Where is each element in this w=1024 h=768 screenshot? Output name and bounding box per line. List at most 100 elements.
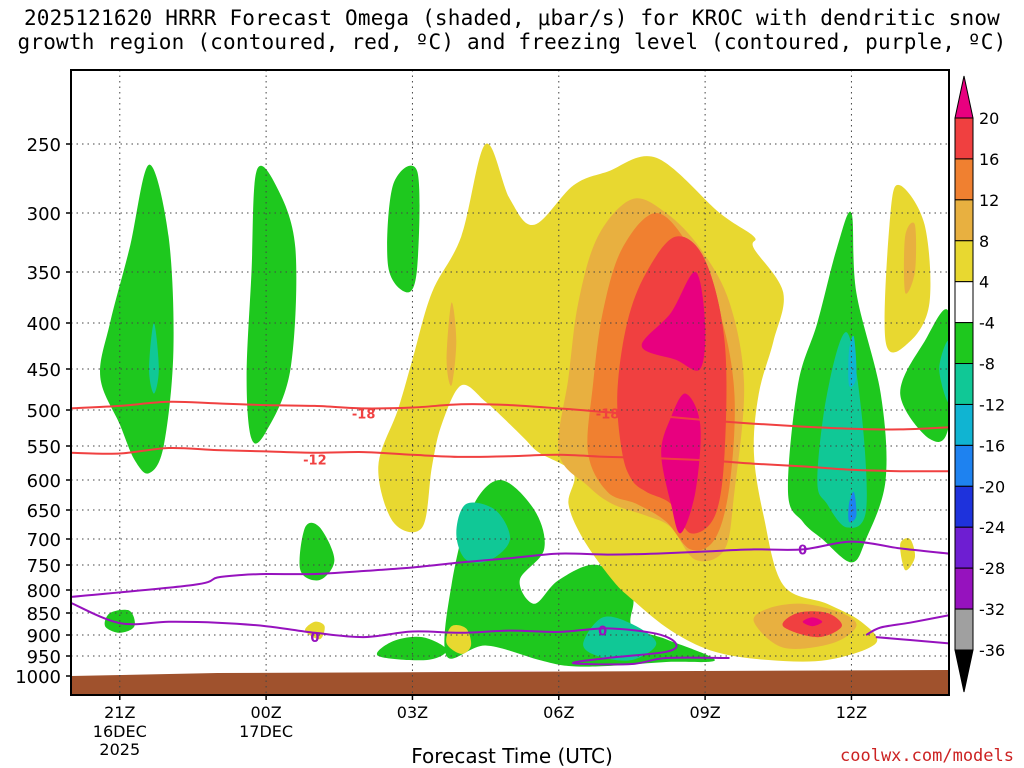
omega-green-region bbox=[376, 636, 447, 661]
colorbar-swatch bbox=[954, 485, 974, 528]
omega-yellow-region bbox=[900, 538, 916, 571]
colorbar-swatch bbox=[954, 199, 974, 242]
x-tick-label: 12Z bbox=[836, 703, 867, 722]
colorbar-label: 12 bbox=[979, 191, 999, 210]
colorbar-swatch bbox=[954, 608, 974, 651]
colorbar-label: -12 bbox=[979, 395, 1005, 414]
colorbar-label: 8 bbox=[979, 232, 989, 251]
freezing-level-lower-line bbox=[71, 601, 730, 666]
y-tick-label: 550 bbox=[27, 437, 61, 458]
y-tick-label: 300 bbox=[27, 204, 61, 225]
y-tick-label: 450 bbox=[27, 360, 61, 381]
colorbar-label: 16 bbox=[979, 150, 999, 169]
freezing-level-right-line bbox=[865, 614, 949, 636]
colorbar-label: -28 bbox=[979, 559, 1005, 578]
omega-magenta-region bbox=[641, 271, 706, 371]
colorbar-swatch bbox=[954, 158, 974, 201]
y-tick-label: 600 bbox=[27, 471, 61, 492]
colorbar-label: -32 bbox=[979, 600, 1005, 619]
credit-link[interactable]: coolwx.com/models bbox=[840, 746, 1014, 766]
freezing-level-right-low-line bbox=[875, 636, 949, 645]
colorbar-swatch bbox=[954, 117, 974, 160]
omega-green-region bbox=[387, 165, 420, 293]
omega-green-region bbox=[246, 165, 297, 444]
freezing-level-upper-line bbox=[71, 540, 949, 598]
x-tick-label: 21Z bbox=[104, 703, 135, 722]
omega-orange-region bbox=[446, 302, 457, 386]
chart-title-line1: 2025121620 HRRR Forecast Omega (shaded, … bbox=[23, 6, 1001, 30]
colorbar-label: -4 bbox=[979, 314, 995, 333]
colorbar-swatch bbox=[954, 444, 974, 487]
colorbar-top-arrow bbox=[954, 75, 974, 119]
grid-lines bbox=[71, 70, 949, 695]
y-tick-label: 850 bbox=[27, 604, 61, 625]
y-tick-label: 500 bbox=[27, 401, 61, 422]
colorbar-swatch bbox=[954, 403, 974, 446]
y-tick-label: 750 bbox=[27, 556, 61, 577]
colorbar-swatch bbox=[954, 526, 974, 569]
omega-green-region bbox=[444, 480, 715, 667]
chart-title-line2: growth region (contoured, red, ºC) and f… bbox=[17, 30, 1007, 54]
omega-teal-region bbox=[149, 323, 159, 394]
x-tick-year: 2025 bbox=[99, 740, 140, 759]
colorbar-swatch bbox=[954, 240, 974, 283]
x-tick-label: 09Z bbox=[689, 703, 720, 722]
omega-shading bbox=[100, 143, 949, 667]
colorbar-swatch bbox=[954, 567, 974, 610]
colorbar-swatch bbox=[954, 322, 974, 365]
omega-magenta-region bbox=[802, 617, 823, 627]
omega-teal-region bbox=[456, 502, 511, 563]
temperature-contours: -18 -18 -12 0 0 0 bbox=[71, 400, 949, 666]
colorbar-label: -20 bbox=[979, 477, 1005, 496]
colorbar-label: -36 bbox=[979, 641, 1005, 660]
x-tick-label: 06Z bbox=[543, 703, 574, 722]
omega-green-region bbox=[100, 164, 174, 474]
y-tick-label: 950 bbox=[27, 647, 61, 668]
omega-green-region bbox=[900, 309, 949, 443]
colorbar-label: -24 bbox=[979, 518, 1005, 537]
omega-green-region bbox=[299, 522, 335, 581]
colorbar-label: 20 bbox=[979, 109, 999, 128]
contour-label: -18 bbox=[596, 408, 620, 423]
y-tick-label: 800 bbox=[27, 581, 61, 602]
y-tick-label: 700 bbox=[27, 530, 61, 551]
x-tick-date: 17DEC bbox=[239, 722, 293, 741]
y-tick-label: 400 bbox=[27, 314, 61, 335]
omega-magenta-region bbox=[661, 393, 701, 534]
chart-title: 2025121620 HRRR Forecast Omega (shaded, … bbox=[0, 6, 1024, 54]
colorbar-label: -8 bbox=[979, 355, 995, 374]
omega-blue-region bbox=[848, 491, 857, 523]
y-tick-label: 250 bbox=[27, 135, 61, 156]
contour-label: 0 bbox=[310, 631, 319, 646]
x-tick-date: 16DEC bbox=[93, 722, 147, 741]
plot-frame bbox=[70, 69, 950, 696]
plot-border bbox=[70, 69, 950, 696]
terrain-ground bbox=[71, 670, 949, 695]
omega-orange-region bbox=[903, 222, 917, 294]
contour-label: -12 bbox=[303, 454, 327, 469]
contour-label: 0 bbox=[598, 625, 607, 640]
contour-label: 0 bbox=[798, 543, 807, 558]
colorbar-swatch bbox=[954, 363, 974, 405]
y-tick-label: 1000 bbox=[15, 667, 61, 688]
omega-blue-region bbox=[848, 335, 857, 388]
terrain-surface bbox=[71, 670, 949, 695]
colorbar-swatch bbox=[954, 281, 974, 324]
isotherm-minus12-line bbox=[71, 446, 949, 473]
contour-label: -18 bbox=[352, 408, 376, 423]
y-tick-label: 900 bbox=[27, 626, 61, 647]
colorbar-label: -16 bbox=[979, 436, 1005, 455]
x-tick-label: 00Z bbox=[250, 703, 281, 722]
y-axis: 2503003504004505005506006507007508008509… bbox=[15, 135, 71, 688]
colorbar-bottom-arrow bbox=[954, 649, 974, 693]
x-axis-title: Forecast Time (UTC) bbox=[411, 744, 613, 768]
colorbar-legend: 20 16 12 8 4 -4 -8 -12 -16 -20 -24 -28 -32 -36 bbox=[954, 75, 1005, 693]
x-tick-label: 03Z bbox=[397, 703, 428, 722]
isotherm-minus18-line bbox=[71, 400, 949, 431]
omega-teal-region bbox=[939, 340, 949, 403]
y-tick-label: 350 bbox=[27, 263, 61, 284]
colorbar-label: 4 bbox=[979, 273, 989, 292]
y-tick-label: 650 bbox=[27, 501, 61, 522]
